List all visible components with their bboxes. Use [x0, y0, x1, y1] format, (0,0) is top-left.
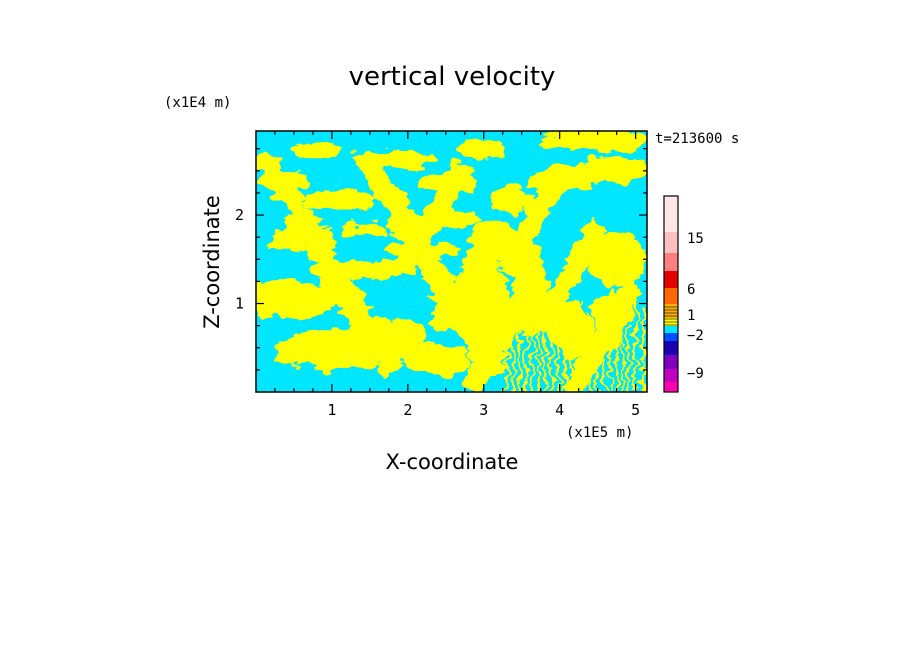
- colorbar-frame: [663, 195, 679, 393]
- field-streak: [589, 308, 592, 392]
- field-streak: [550, 324, 553, 392]
- colorbar-label: −2: [687, 328, 704, 344]
- colorbar-label: 15: [687, 231, 704, 247]
- field-streak: [505, 300, 508, 392]
- colorbar-label: 6: [687, 282, 695, 298]
- field-band: [495, 160, 576, 275]
- colorbar-label: 1: [687, 308, 695, 324]
- x-tick-label: 4: [555, 401, 564, 419]
- colorbar-swatch: [664, 288, 678, 304]
- field-band: [393, 160, 474, 275]
- field-patch: [305, 191, 380, 209]
- colorbar-swatch: [664, 326, 678, 333]
- colorbar: [663, 195, 679, 393]
- axis-ticks: [256, 131, 647, 392]
- field-streak: [570, 316, 573, 392]
- field-streak: [641, 308, 644, 392]
- field-patch: [366, 150, 434, 170]
- x-tick-label: 2: [403, 401, 412, 419]
- x-axis-unit: (x1E5 m): [566, 425, 633, 441]
- colorbar-swatch: [664, 304, 678, 318]
- field-streak: [576, 324, 579, 392]
- colorbar-swatch: [664, 333, 678, 341]
- field-streak: [563, 308, 566, 392]
- colorbar-swatch: [664, 341, 678, 355]
- field-streak: [531, 300, 534, 392]
- heatmap-field: [256, 131, 647, 392]
- plot-frame: [255, 130, 648, 393]
- field-band: [428, 220, 508, 335]
- y-axis-unit: (x1E4 m): [164, 95, 231, 111]
- field-streak: [583, 300, 586, 392]
- x-tick-label: 5: [631, 401, 640, 419]
- colorbar-swatch: [664, 196, 678, 232]
- field-streak: [609, 300, 612, 392]
- field-streak: [557, 300, 560, 392]
- field-band: [462, 280, 542, 392]
- field-patch: [256, 281, 336, 319]
- y-tick-labels: 12: [235, 206, 244, 312]
- y-axis-label: Z-coordinate: [200, 195, 224, 329]
- time-label: t=213600 s: [655, 131, 739, 147]
- colorbar-swatch: [664, 253, 678, 271]
- field-streak: [615, 308, 618, 392]
- chart-title: vertical velocity: [349, 62, 556, 92]
- y-tick-label: 2: [235, 206, 244, 224]
- field-streak: [544, 316, 547, 392]
- field-streak: [511, 308, 514, 392]
- field-band: [318, 267, 405, 379]
- field-patch: [460, 138, 510, 162]
- x-tick-label: 1: [327, 401, 336, 419]
- x-tick-labels: 1 2 3 4 5: [327, 401, 640, 419]
- field-patch: [491, 186, 534, 214]
- x-tick-label: 3: [479, 401, 488, 419]
- colorbar-swatch: [664, 382, 678, 392]
- colorbar-swatch: [664, 232, 678, 253]
- field-streak: [596, 316, 599, 392]
- x-axis-label: X-coordinate: [386, 450, 519, 474]
- field-streak: [628, 324, 631, 392]
- colorbar-swatch: [664, 369, 678, 382]
- y-tick-label: 1: [235, 295, 244, 313]
- field-streak: [537, 308, 540, 392]
- field-streak: [524, 324, 527, 392]
- field-patch: [340, 223, 390, 237]
- field-band: [529, 220, 610, 335]
- colorbar-swatch: [664, 355, 678, 369]
- field-patch: [575, 156, 647, 184]
- field-patch: [536, 131, 647, 152]
- field-patch: [290, 141, 340, 159]
- colorbar-swatch: [664, 271, 678, 288]
- colorbar-label: −9: [687, 366, 704, 382]
- field-patch: [588, 232, 647, 288]
- field-streak: [622, 316, 625, 392]
- field-streak: [635, 300, 638, 392]
- colorbar-labels: 15 6 1 −2 −9: [687, 231, 704, 382]
- field-streak: [602, 324, 605, 392]
- field-patch: [406, 344, 474, 376]
- field-streak: [518, 316, 521, 392]
